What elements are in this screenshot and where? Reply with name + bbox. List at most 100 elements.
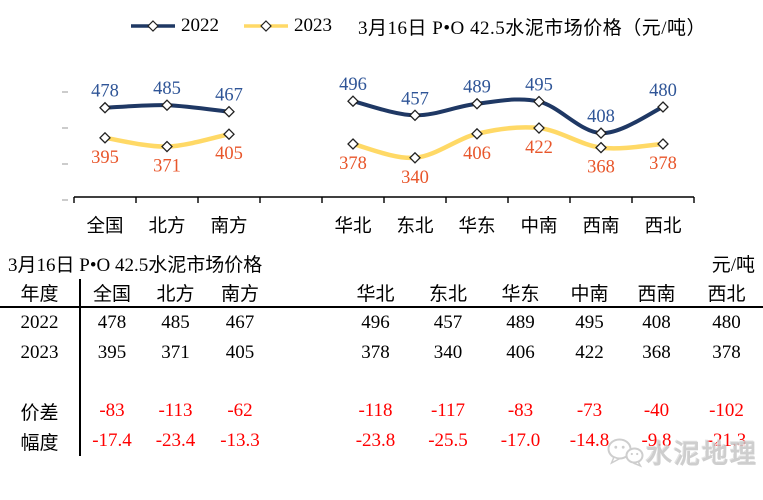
- table-cell: -14.8: [569, 430, 610, 451]
- chart-title: 3月16日 P•O 42.5水泥市场价格（元/吨）: [358, 17, 706, 39]
- table-cell: 457: [433, 312, 463, 333]
- data-marker-2022: [223, 105, 235, 118]
- table-cell: [272, 368, 340, 396]
- data-label-2023: 371: [153, 157, 181, 177]
- data-marker-2023: [595, 141, 607, 154]
- table-cell: [485, 368, 556, 396]
- table-cell: 480: [712, 312, 741, 333]
- table-cell: 406: [506, 342, 535, 363]
- data-label-2022: 489: [463, 78, 491, 98]
- table-cell: [556, 368, 623, 396]
- data-label-2023: 340: [401, 168, 429, 188]
- table-cell: [272, 396, 340, 426]
- table-row-2022: 2022 478 485 467 496 457 489 495 408 480: [0, 307, 763, 338]
- legend-line-2022-icon: [131, 20, 175, 32]
- data-label-2023: 406: [463, 144, 491, 164]
- data-marker-2022: [347, 95, 359, 108]
- table-cell: -83: [99, 400, 125, 421]
- table-cell: 495: [575, 312, 604, 333]
- row-label: 2022: [0, 307, 81, 338]
- data-label-2022: 408: [587, 107, 615, 127]
- table-cell: 496: [361, 312, 390, 333]
- row-label: [0, 368, 81, 396]
- table-cell: [690, 368, 763, 396]
- row-label: 2023: [0, 338, 81, 368]
- table-cell: -117: [430, 400, 466, 421]
- table-cell: 华北: [340, 279, 411, 308]
- table-cell: 南方: [208, 279, 272, 308]
- table-header-row: 年度 全国 北方 南方 华北 东北 华东 中南 西南 西北: [0, 279, 763, 308]
- table-title-row: 3月16日 P•O 42.5水泥市场价格 元/吨: [0, 250, 763, 279]
- table-row-幅度: 幅度 -17.4 -23.4 -13.3 -23.8 -25.5 -17.0 -14.8 -9.…: [0, 426, 763, 456]
- table-cell: [208, 368, 272, 396]
- data-marker-2022: [595, 127, 607, 140]
- legend-label-2022: 2022: [181, 15, 219, 36]
- table-row-2023: 2023 395 371 405 378 340 406 422 368 378: [0, 338, 763, 368]
- table-cell: 378: [361, 342, 390, 363]
- legend-line-2023-icon: [244, 20, 288, 32]
- data-marker-2023: [533, 122, 545, 134]
- data-label-2023: 368: [587, 158, 615, 178]
- table-cell: -118: [358, 400, 393, 421]
- data-marker-2023: [99, 131, 111, 144]
- price-line-chart: 全国 北方 南方 华北 东北 华东 中南 西南 西北 478 485 467 496 457 489 495 4…: [62, 75, 695, 237]
- table-cell: 467: [225, 312, 255, 333]
- table-cell: [143, 368, 208, 396]
- chart-header: 2022 2023 3月16日 P•O 42.5水泥市场价格（元/吨）: [130, 12, 763, 40]
- table-cell: -17.4: [92, 430, 132, 451]
- table-cell: 中南: [556, 279, 623, 308]
- table-row-blank: [0, 368, 763, 396]
- row-label: 价差: [0, 396, 81, 426]
- x-axis-label: 全国: [86, 216, 123, 237]
- data-label-2022: 467: [215, 86, 243, 106]
- table-cell: -62: [227, 400, 253, 421]
- table-cell: -102: [709, 400, 744, 421]
- table-cell: 395: [97, 342, 127, 363]
- chart-legend: 2022 2023: [130, 15, 332, 37]
- table-cell: -21.3: [706, 430, 747, 451]
- table-cell: [272, 426, 340, 456]
- table-cell: -17.0: [500, 430, 541, 451]
- data-label-2022: 485: [153, 79, 181, 99]
- table-row-价差: 价差 -83 -113 -62 -118 -117 -83 -73 -40 -102: [0, 396, 763, 426]
- x-axis-label: 华东: [458, 216, 495, 237]
- data-label-2023: 405: [215, 144, 243, 164]
- data-label-2022: 478: [91, 82, 119, 102]
- data-label-2023: 395: [91, 148, 119, 168]
- price-table-section: 3月16日 P•O 42.5水泥市场价格 元/吨 年度 全国 北方 南方 华北 东北 华东中…: [0, 250, 763, 456]
- series-line-2022: [351, 97, 665, 136]
- table-cell: 489: [506, 312, 535, 333]
- data-marker-2022: [99, 101, 111, 114]
- data-label-2023: 378: [649, 154, 677, 174]
- table-cell: 368: [642, 342, 671, 363]
- table-title: 3月16日 P•O 42.5水泥市场价格: [8, 255, 263, 276]
- table-cell: 北方: [143, 279, 208, 308]
- x-axis-label: 中南: [520, 216, 557, 237]
- table-cell: 西南: [623, 279, 690, 308]
- table-cell: [623, 368, 690, 396]
- table-cell: -13.3: [220, 430, 260, 451]
- legend-item-2023: 2023: [243, 15, 332, 37]
- data-marker-2022: [471, 97, 483, 110]
- data-marker-2023: [223, 128, 235, 141]
- table-cell: 378: [712, 342, 741, 363]
- x-axis-label: 北方: [148, 216, 185, 237]
- table-cell: [80, 368, 143, 396]
- table-cell: 478: [97, 312, 127, 333]
- table-cell: 405: [225, 342, 255, 363]
- data-label-2023: 378: [339, 154, 367, 174]
- x-axis-label: 华北: [334, 216, 371, 237]
- data-marker-2023: [471, 127, 483, 140]
- table-cell: 全国: [80, 279, 143, 308]
- row-label: 年度: [0, 279, 81, 308]
- data-marker-2023: [347, 138, 359, 150]
- table-cell: 485: [161, 312, 190, 333]
- table-cell: [272, 279, 340, 308]
- table-cell: 408: [642, 312, 671, 333]
- table-cell: -23.8: [355, 430, 396, 451]
- x-axis-label: 南方: [210, 216, 247, 237]
- price-table: 年度 全国 北方 南方 华北 东北 华东 中南 西南 西北 2022 478 485 467 496 457 4…: [0, 279, 763, 456]
- table-cell: 西北: [690, 279, 763, 308]
- table-cell: [272, 338, 340, 368]
- table-cell: 422: [575, 342, 604, 363]
